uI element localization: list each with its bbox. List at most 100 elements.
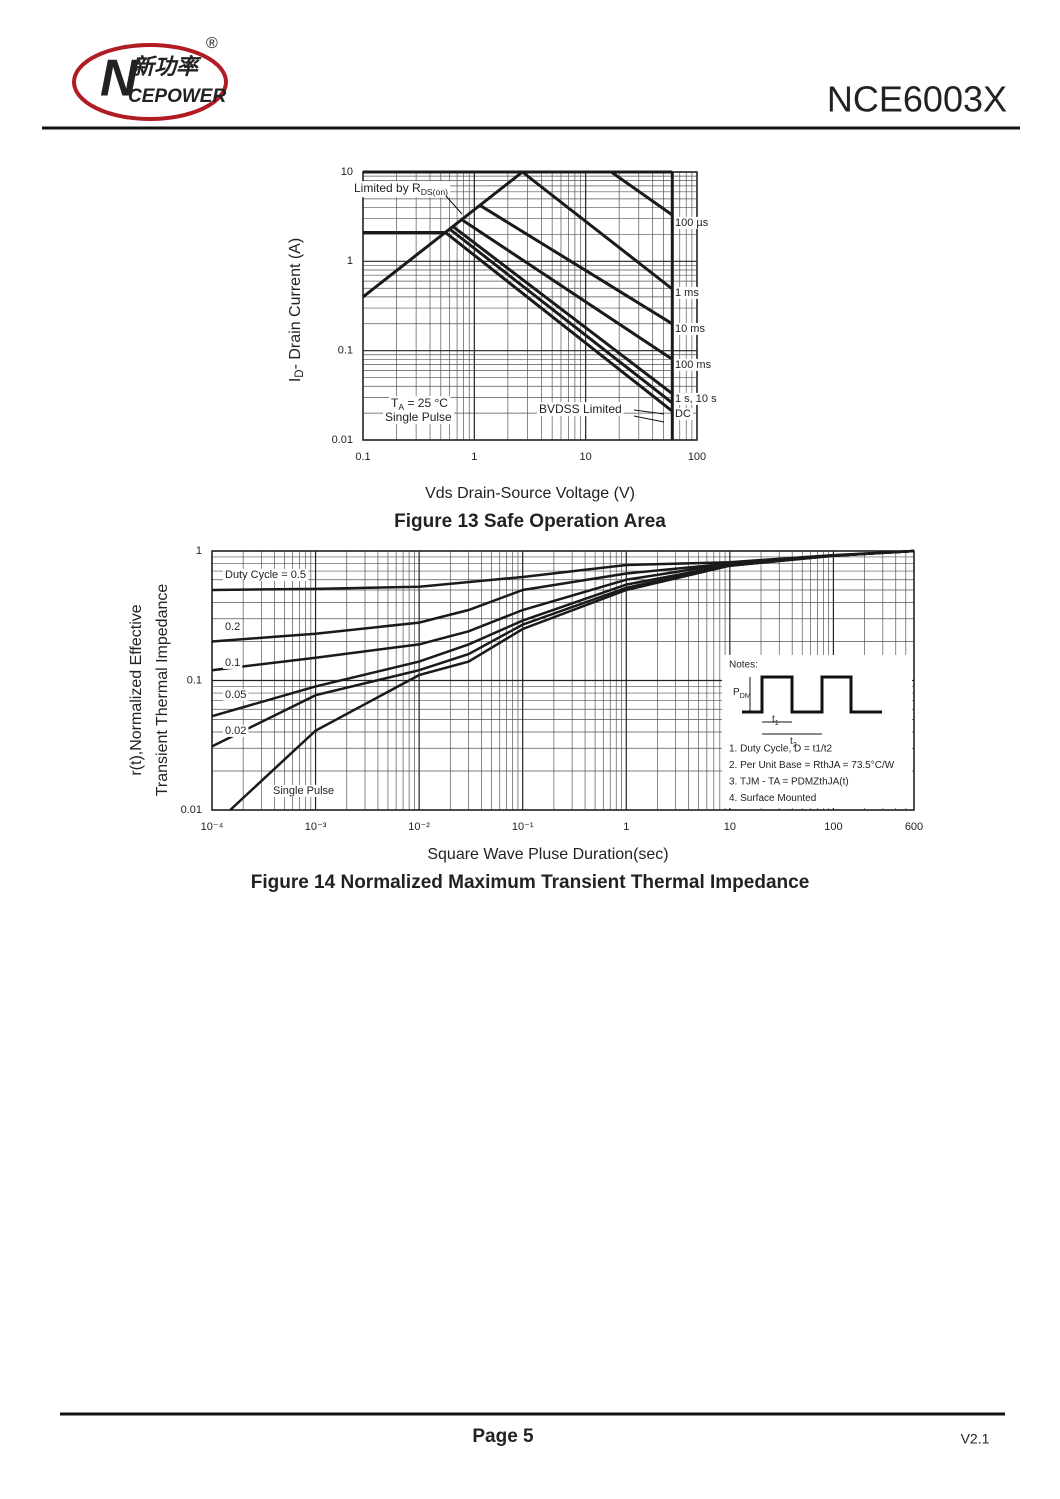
x-tick-label: 100	[824, 821, 842, 833]
notes-pdm: PDM	[733, 687, 751, 700]
label-bg	[223, 724, 249, 737]
notes-item: 2. Per Unit Base = RthJA = 73.5°C/W	[729, 760, 895, 771]
label-bg	[383, 410, 455, 425]
label-bg	[537, 402, 624, 417]
annotation-arrow	[633, 409, 665, 423]
label-bg	[673, 286, 702, 299]
logo-initial: N	[100, 50, 139, 108]
y-tick-label: 0.01	[181, 804, 202, 816]
label-bg	[271, 784, 337, 797]
pulse-waveform	[742, 675, 882, 714]
series-label: 1 ms	[675, 287, 699, 299]
label-bg	[223, 656, 243, 669]
label-bg	[673, 216, 711, 229]
x-tick-label: 1	[471, 451, 477, 463]
x-axis-label: Vds Drain-Source Voltage (V)	[425, 485, 635, 502]
series-line	[363, 231, 674, 413]
annotation: BVDSS Limited	[539, 402, 622, 416]
x-tick-label: 10	[580, 451, 592, 463]
notes-t1-part: 1	[775, 718, 779, 727]
annotation: Limited by RDS(on)	[354, 181, 448, 197]
x-tick-label: 10⁻²	[408, 821, 430, 833]
series-line	[448, 227, 674, 405]
notes-t1: t1	[772, 714, 779, 727]
series-label: 0.1	[225, 657, 240, 669]
figure-caption: Figure 14 Normalized Maximum Transient T…	[251, 872, 810, 893]
y-tick-label: 1	[347, 255, 353, 267]
x-tick-label: 100	[688, 451, 706, 463]
annotation: Single Pulse	[385, 410, 452, 424]
x-tick-label: 10⁻³	[305, 821, 327, 833]
y-axis-label-part: I	[287, 378, 304, 382]
label-bg	[673, 358, 714, 371]
y-tick-label: 1	[196, 545, 202, 557]
y-tick-label: 10	[341, 166, 353, 178]
version: V2.1	[961, 1431, 990, 1447]
x-tick-label: 1	[623, 821, 629, 833]
series-label: 1 s, 10 s	[675, 393, 717, 405]
logo-mark: ®	[206, 35, 218, 52]
series-line	[478, 203, 674, 326]
notes-title: Notes:	[729, 660, 758, 671]
x-axis-label: Square Wave Pluse Duration(sec)	[427, 846, 668, 863]
notes-item: 3. TJM - TA = PDMZthJA(t)	[729, 777, 849, 788]
notes-item: 4. Surface Mounted	[729, 793, 816, 804]
series-label: 100 µs	[675, 217, 709, 229]
y-tick-label: 0.1	[338, 345, 353, 357]
label-bg	[673, 407, 693, 420]
annotation-part: T	[391, 396, 399, 410]
series-line	[229, 549, 915, 811]
y-axis-label: Transient Thermal Impedance	[154, 584, 171, 797]
annotation-part: A	[398, 402, 404, 412]
y-axis-label: r(t),Normalized Effective	[128, 604, 145, 775]
label-bg	[223, 688, 249, 701]
y-axis-label: ID- Drain Current (A)	[287, 238, 306, 382]
figure-caption: Figure 13 Safe Operation Area	[394, 511, 666, 532]
page-number: Page 5	[472, 1426, 534, 1447]
x-tick-label: 10⁻¹	[512, 821, 534, 833]
series-label: Single Pulse	[273, 785, 334, 797]
notes-pdm-part: DM	[740, 691, 751, 700]
series-label: 0.02	[225, 725, 246, 737]
series-label: 0.05	[225, 689, 246, 701]
series-label: DC	[675, 408, 691, 420]
y-axis-label-part: - Drain Current (A)	[287, 238, 304, 370]
label-bg	[352, 181, 451, 198]
notes-t2: t2	[790, 736, 797, 749]
label-bg	[673, 392, 720, 405]
series-label: 0.2	[225, 621, 240, 633]
series-line	[459, 217, 674, 361]
y-tick-label: 0.01	[332, 434, 353, 446]
series-line	[451, 224, 674, 395]
notes-item: 1. Duty Cycle, D = t1/t2	[729, 744, 833, 755]
annotation-part: = 25 °C	[404, 396, 448, 410]
annotation-arrow	[445, 195, 463, 215]
series-line	[362, 170, 524, 299]
y-axis-label-part: D	[294, 369, 306, 377]
annotation-part: DS(on)	[421, 187, 448, 197]
logo-brand: CEPOWER	[128, 86, 226, 107]
logo-ring	[72, 43, 228, 121]
series-line	[521, 170, 674, 291]
series-label: 10 ms	[675, 323, 705, 335]
x-tick-label: 10	[724, 821, 736, 833]
series-line	[610, 170, 674, 217]
label-bg	[223, 568, 309, 581]
series-line	[211, 549, 915, 643]
doc-title: NCE6003X	[827, 79, 1007, 120]
notes-t1-part: t	[772, 714, 775, 725]
annotation-part: BVDSS Limited	[539, 402, 622, 416]
notes-t2-part: t	[790, 736, 793, 747]
label-bg	[223, 620, 243, 633]
x-tick-label: 10⁻⁴	[201, 821, 224, 833]
notes-pdm-part: P	[733, 687, 740, 698]
logo-name: 新功率	[132, 54, 202, 79]
x-tick-label: 0.1	[355, 451, 370, 463]
plot-frame	[211, 550, 915, 811]
label-bg	[673, 322, 708, 335]
series-label: 100 ms	[675, 359, 712, 371]
annotation-part: Single Pulse	[385, 410, 452, 424]
notes-box	[722, 655, 912, 808]
series-label: Duty Cycle = 0.5	[225, 569, 306, 581]
